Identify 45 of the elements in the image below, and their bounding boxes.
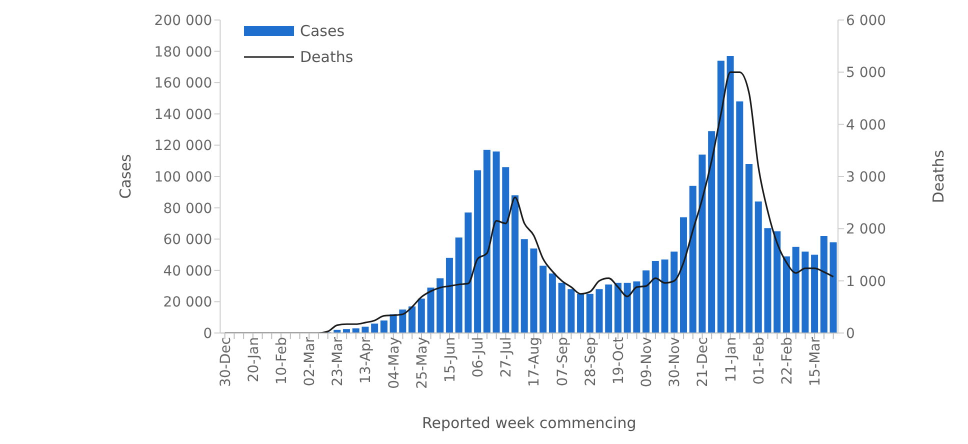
y-tick-label: 180 000 (154, 44, 212, 60)
y-tick-label: 40 000 (163, 263, 212, 280)
y2-tick-label: 6 000 (846, 12, 886, 29)
x-tick-label: 04-May (386, 337, 402, 389)
y-tick-label: 200 000 (154, 12, 212, 29)
x-tick-label: 30-Dec (218, 337, 234, 387)
y-tick-label: 120 000 (154, 138, 212, 154)
x-tick-label: 19-Oct (610, 336, 627, 384)
legend-label: Cases (300, 22, 345, 40)
y2-tick-label: 1 000 (846, 274, 886, 290)
y-tick-label: 140 000 (154, 106, 212, 123)
y2-axis-title: Deaths (929, 150, 948, 204)
x-tick-label: 20-Jan (246, 337, 262, 382)
x-tick-label: 23-Mar (330, 336, 346, 386)
x-axis-title: Reported week commencing (422, 414, 636, 432)
y-tick-label: 20 000 (163, 294, 212, 311)
y2-tick-label: 0 (846, 326, 855, 342)
y2-tick-label: 3 000 (846, 169, 886, 186)
x-tick-label: 25-May (414, 337, 430, 389)
x-tick-label: 17-Aug (526, 337, 543, 387)
x-tick-label: 11-Jan (723, 337, 740, 382)
x-tick-label: 28-Sep (582, 336, 599, 386)
y2-tick-label: 5 000 (846, 65, 886, 82)
y-tick-label: 0 (203, 326, 212, 342)
x-tick-label: 15-Jun (442, 337, 458, 383)
y2-tick-label: 2 000 (846, 222, 886, 238)
y-tick-label: 80 000 (163, 200, 212, 217)
x-tick-label: 27-Jul (498, 337, 515, 378)
x-tick-label: 06-Jul (470, 337, 487, 378)
y-tick-label: 160 000 (154, 76, 212, 92)
y-tick-label: 100 000 (154, 169, 212, 186)
y-tick-label: 60 000 (163, 232, 212, 248)
y-axis-title: Cases (116, 154, 135, 199)
x-tick-label: 13-Apr (358, 336, 374, 384)
y2-tick-label: 4 000 (846, 117, 886, 134)
x-tick-label: 21-Dec (695, 337, 712, 387)
x-tick-label: 09-Nov (639, 337, 656, 388)
x-tick-label: 22-Feb (779, 336, 796, 385)
x-tick-label: 01-Feb (751, 336, 768, 385)
x-tick-label: 02-Mar (302, 336, 318, 386)
x-tick-label: 10-Feb (274, 336, 290, 385)
legend-label: Deaths (300, 48, 354, 66)
x-tick-label: 15-Mar (808, 336, 824, 386)
x-tick-label: 07-Sep (554, 336, 571, 386)
x-tick-label: 30-Nov (667, 337, 684, 388)
